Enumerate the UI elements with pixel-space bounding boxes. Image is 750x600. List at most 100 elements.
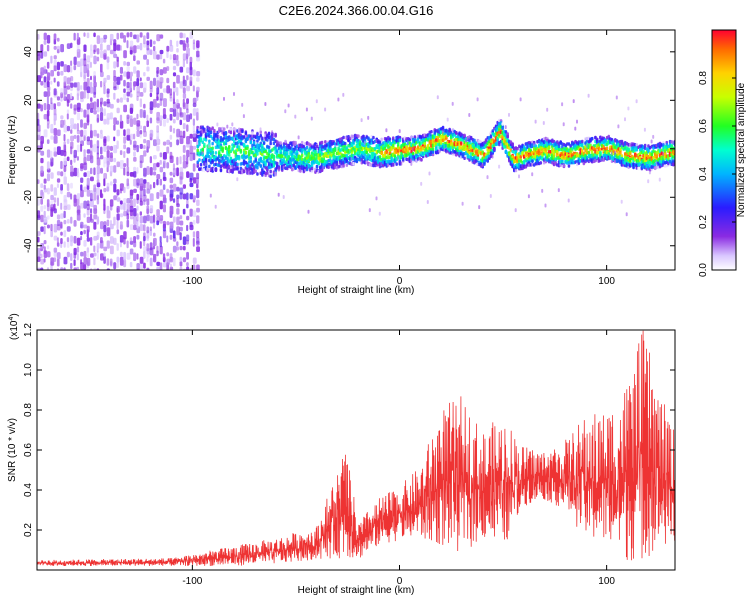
heatmap-cell — [139, 109, 143, 118]
heatmap-cell — [96, 157, 101, 166]
heatmap-cell — [129, 199, 133, 208]
heatmap-cell — [86, 114, 90, 123]
heatmap-cell — [90, 237, 93, 246]
heatmap-cell — [402, 157, 405, 161]
heatmap-cell — [37, 256, 41, 262]
heatmap-cell — [83, 53, 87, 61]
heatmap-cell — [93, 86, 97, 95]
heatmap-cell — [93, 192, 97, 201]
heatmap-cell — [53, 251, 58, 257]
heatmap-cell — [43, 246, 46, 255]
heatmap-cell — [216, 122, 219, 127]
heatmap-cell — [103, 246, 108, 252]
heatmap-cell — [590, 137, 594, 141]
heatmap-cell — [196, 207, 200, 213]
heatmap-cell — [63, 76, 67, 83]
heatmap-cell — [80, 189, 84, 198]
heatmap-cell — [149, 226, 152, 231]
heatmap-cell — [360, 118, 363, 123]
heatmap-cell — [192, 130, 196, 138]
heatmap-cell — [50, 55, 53, 64]
heatmap-cell — [576, 119, 578, 124]
heatmap-cell — [192, 42, 196, 50]
heatmap-cell — [63, 124, 68, 133]
heatmap-cell — [116, 56, 119, 62]
heatmap-cell — [153, 50, 157, 60]
heatmap-cell — [76, 32, 79, 40]
heatmap-cell — [93, 235, 98, 241]
heatmap-cell — [113, 262, 117, 270]
heatmap-cell — [136, 193, 139, 201]
heatmap-cell — [149, 156, 152, 164]
heatmap-cell — [70, 159, 73, 166]
heatmap-cell — [56, 146, 61, 155]
heatmap-cell — [129, 248, 134, 255]
heatmap-cell — [372, 135, 375, 140]
heatmap-cell — [70, 235, 73, 242]
heatmap-cell — [119, 32, 124, 39]
heatmap-cell — [196, 230, 200, 239]
heatmap-cell — [617, 124, 620, 129]
heatmap-cell — [149, 215, 154, 224]
heatmap-cell — [176, 208, 180, 215]
heatmap-cell — [126, 198, 131, 204]
heatmap-cell — [66, 109, 70, 114]
heatmap-cell — [90, 81, 93, 89]
heatmap-cell — [159, 53, 163, 60]
heatmap-cell — [156, 54, 160, 60]
heatmap-cell — [40, 214, 44, 223]
heatmap-cell — [251, 131, 254, 135]
heatmap-cell — [176, 226, 180, 236]
heatmap-cell — [211, 150, 214, 155]
heatmap-cell — [86, 177, 90, 186]
heatmap-cell — [169, 189, 174, 198]
heatmap-cell — [83, 129, 87, 137]
heatmap-cell — [242, 114, 245, 119]
heatmap-cell — [156, 111, 160, 121]
heatmap-cell — [169, 54, 172, 60]
heatmap-cell — [96, 182, 101, 188]
heatmap-cell — [172, 128, 176, 134]
heatmap-cell — [119, 213, 124, 218]
heatmap-cell — [126, 40, 129, 49]
heatmap-cell — [70, 42, 73, 49]
heatmap-cell — [40, 226, 44, 232]
heatmap-cell — [43, 32, 47, 41]
heatmap-cell — [40, 44, 44, 52]
heatmap-cell — [169, 39, 173, 47]
heatmap-cell — [76, 43, 80, 52]
heatmap-cell — [119, 120, 124, 129]
heatmap-cell — [70, 82, 74, 88]
heatmap-cell — [129, 205, 134, 213]
heatmap-cell — [53, 59, 57, 66]
heatmap-cell — [70, 141, 74, 149]
heatmap-cell — [66, 113, 69, 120]
heatmap-cell — [113, 75, 117, 82]
heatmap-cell — [90, 190, 93, 199]
heatmap-cell — [146, 66, 150, 72]
heatmap-cell — [143, 179, 147, 184]
heatmap-cell — [93, 252, 97, 257]
heatmap-cell — [162, 220, 166, 229]
heatmap-cell — [76, 102, 81, 110]
heatmap-cell — [143, 109, 146, 119]
heatmap-cell — [43, 240, 47, 245]
heatmap-cell — [176, 48, 179, 53]
heatmap-cell — [189, 172, 194, 181]
heatmap-cell — [119, 204, 124, 210]
heatmap-cell — [129, 237, 133, 243]
heatmap-cell — [159, 189, 164, 197]
heatmap-cell — [46, 187, 50, 195]
heatmap-cell — [136, 130, 140, 137]
heatmap-cell — [224, 131, 228, 135]
heatmap-cell — [63, 157, 67, 166]
heatmap-cell — [162, 253, 166, 260]
heatmap-cell — [542, 121, 545, 125]
heatmap-cell — [76, 81, 80, 91]
heatmap-cell — [385, 150, 388, 155]
heatmap-cell — [192, 102, 197, 108]
heatmap-cell — [143, 215, 147, 224]
heatmap-cell — [139, 143, 143, 149]
heatmap-cell — [136, 34, 140, 43]
heatmap-cell — [123, 231, 127, 240]
